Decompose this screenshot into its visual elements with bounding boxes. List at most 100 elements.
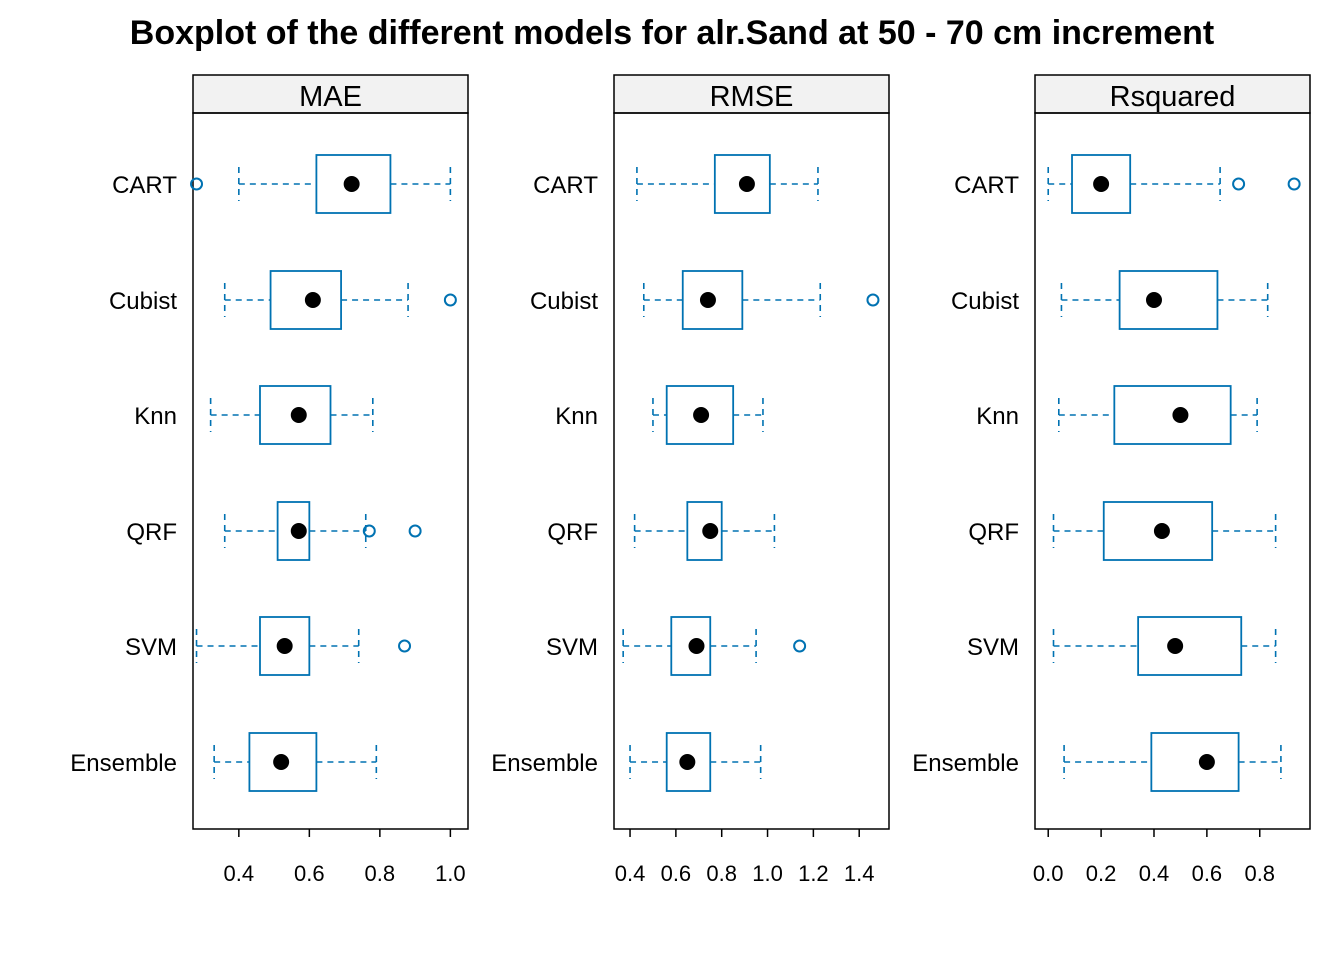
tick-label: 0.2: [1086, 861, 1117, 886]
tick-label: 1.0: [752, 861, 783, 886]
median-dot: [679, 754, 696, 770]
median-dot: [1198, 754, 1215, 770]
median-dot: [273, 754, 290, 770]
category-label: SVM: [967, 634, 1019, 661]
outlier-point: [408, 524, 422, 538]
box-cart: [636, 154, 819, 214]
median-dot: [1167, 638, 1184, 654]
tick-label: 0.8: [365, 861, 396, 886]
panel-rsquared: Rsquared CART Cubist Knn QRF SVM Ensemble 0.0 0.…: [912, 74, 1311, 886]
outlier-point: [1232, 177, 1246, 191]
iqr-box: [1071, 154, 1132, 214]
tick-label: 0.4: [615, 861, 646, 886]
median-dot: [343, 176, 360, 192]
box-knn: [1057, 385, 1258, 445]
panel-frame: [192, 112, 469, 830]
box-svm: [1052, 616, 1277, 676]
iqr-box: [248, 732, 318, 792]
tick-label: 1.0: [435, 861, 466, 886]
median-dot: [738, 176, 755, 192]
iqr-box: [1113, 385, 1232, 445]
median-dot: [1145, 292, 1162, 308]
iqr-box: [665, 385, 735, 445]
outlier-point: [398, 639, 412, 653]
category-label: CART: [533, 172, 598, 199]
category-label: Ensemble: [912, 750, 1019, 777]
box-knn: [652, 385, 764, 445]
category-label: SVM: [546, 634, 598, 661]
iqr-box: [1137, 616, 1243, 676]
category-label: Cubist: [951, 288, 1019, 315]
panels: MAE CART Cubist Knn QRF SVM Ensemble 0.4 0.6 0.8 1…: [70, 74, 1311, 886]
box-knn: [209, 385, 374, 445]
box-svm: [622, 616, 807, 676]
panel-frame: [1034, 112, 1311, 830]
iqr-box: [681, 270, 744, 330]
median-dot: [1093, 176, 1110, 192]
iqr-box: [1118, 270, 1219, 330]
box-cart: [1047, 154, 1301, 214]
tick-label: 0.8: [1244, 861, 1275, 886]
box-svm: [195, 616, 412, 676]
iqr-box: [1102, 501, 1214, 561]
chart-title: Boxplot of the different models for alr.…: [130, 14, 1214, 52]
category-label: CART: [954, 172, 1019, 199]
outlier-point: [362, 524, 376, 538]
category-label: QRF: [968, 519, 1019, 546]
category-label: Cubist: [109, 288, 177, 315]
category-label: Cubist: [530, 288, 598, 315]
category-label: QRF: [126, 519, 177, 546]
category-label: Knn: [134, 403, 177, 430]
median-dot: [1172, 407, 1189, 423]
outlier-point: [793, 639, 807, 653]
category-label: SVM: [125, 634, 177, 661]
box-cubist: [1060, 270, 1269, 330]
box-cart: [190, 154, 452, 214]
category-label: Ensemble: [491, 750, 598, 777]
box-ensemble: [213, 732, 378, 792]
category-label: Ensemble: [70, 750, 177, 777]
outlier-point: [190, 177, 204, 191]
strip-label: RMSE: [710, 81, 794, 113]
tick-label: 0.4: [224, 861, 255, 886]
iqr-box: [670, 616, 712, 676]
box-qrf: [1052, 501, 1277, 561]
tick-label: 0.6: [661, 861, 692, 886]
category-label: QRF: [547, 519, 598, 546]
median-dot: [699, 292, 716, 308]
strip-label: Rsquared: [1110, 81, 1236, 113]
median-dot: [702, 523, 719, 539]
iqr-box: [276, 501, 311, 561]
tick-label: 1.4: [844, 861, 875, 886]
box-qrf: [633, 501, 776, 561]
panel-rmse: RMSE CART Cubist Knn QRF SVM Ensemble 0.4 0.6 0.8…: [491, 74, 890, 886]
iqr-box: [665, 732, 712, 792]
median-dot: [688, 638, 705, 654]
category-label: CART: [112, 172, 177, 199]
box-ensemble: [1063, 732, 1282, 792]
outlier-point: [866, 293, 880, 307]
strip-label: MAE: [299, 81, 362, 113]
tick-label: 0.8: [706, 861, 737, 886]
tick-label: 0.6: [294, 861, 325, 886]
iqr-box: [259, 385, 332, 445]
box-cubist: [642, 270, 880, 330]
iqr-box: [315, 154, 392, 214]
median-dot: [290, 407, 307, 423]
outlier-point: [1287, 177, 1301, 191]
box-ensemble: [629, 732, 762, 792]
tick-label: 1.2: [798, 861, 829, 886]
median-dot: [290, 523, 307, 539]
panel-frame: [613, 112, 890, 830]
iqr-box: [713, 154, 771, 214]
median-dot: [1153, 523, 1170, 539]
iqr-box: [1150, 732, 1240, 792]
tick-label: 0.4: [1139, 861, 1170, 886]
panel-mae: MAE CART Cubist Knn QRF SVM Ensemble 0.4 0.6 0.8 1…: [70, 74, 469, 886]
box-cubist: [223, 270, 457, 330]
iqr-box: [269, 270, 342, 330]
category-label: Knn: [555, 403, 598, 430]
iqr-box: [686, 501, 723, 561]
iqr-box: [259, 616, 311, 676]
